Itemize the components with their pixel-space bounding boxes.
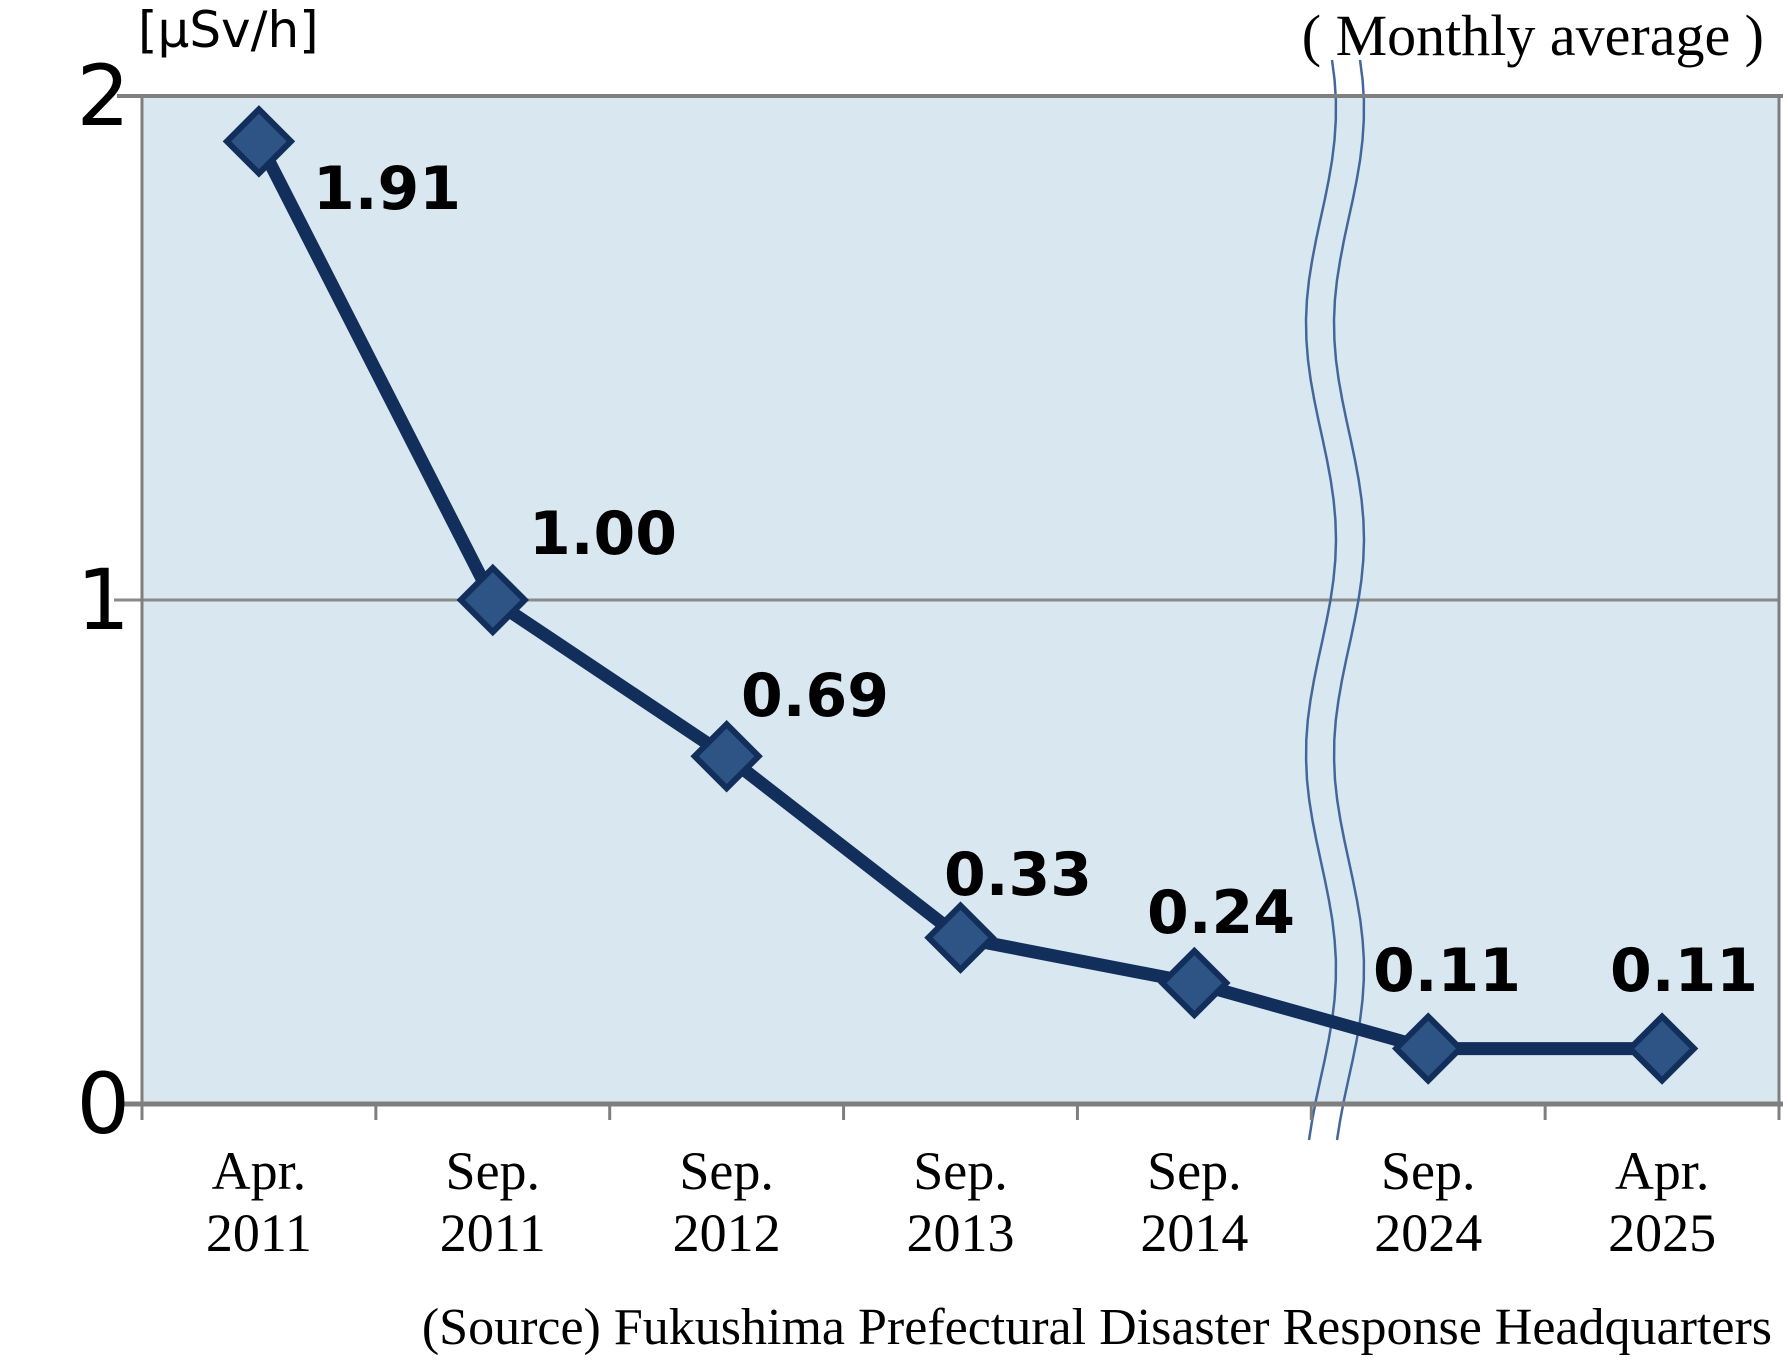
y-axis-tick-label-0: 0 [76,1055,130,1153]
axis-break-wavy-line-right [1332,59,1366,1141]
x-axis-label: Sep. 2012 [672,1141,781,1263]
data-value-label: 0.24 [1147,878,1295,948]
data-point-marker [1158,946,1231,1020]
data-value-label: 0.11 [1373,936,1521,1006]
data-point-marker [690,719,763,793]
x-axis-label: Apr. 2011 [205,1141,312,1263]
x-axis-labels: Apr. 2011 Sep. 2011 Sep. 2012 Sep. 2013 Sep. 2014… [0,1140,1788,1290]
x-axis-label: Apr. 2025 [1608,1141,1717,1263]
axis-break-wavy-line-left [1304,59,1338,1141]
data-value-label: 0.33 [944,840,1092,910]
y-axis-tick-label-1: 1 [76,551,130,649]
monthly-average-note: ( Monthly average ) [1301,3,1764,68]
x-axis-label: Sep. 2013 [906,1141,1015,1263]
data-value-label: 0.69 [741,661,889,731]
y-axis-unit-label: [μSv/h] [138,1,319,59]
source-attribution: (Source) Fukushima Prefectural Disaster … [421,1299,1772,1356]
x-axis-label: Sep. 2011 [439,1141,546,1263]
data-point-marker [1625,1012,1699,1085]
data-value-label: 1.91 [313,154,461,224]
data-point-marker [1391,1012,1465,1085]
x-axis-label: Sep. 2014 [1140,1141,1249,1263]
data-point-marker [222,105,296,178]
data-point-marker [456,563,530,637]
x-axis-label: Sep. 2024 [1374,1141,1483,1263]
y-axis-tick-label-2: 2 [76,47,130,145]
data-value-label: 1.00 [529,499,677,569]
data-point-marker [924,901,997,974]
data-value-label: 0.11 [1610,936,1758,1006]
